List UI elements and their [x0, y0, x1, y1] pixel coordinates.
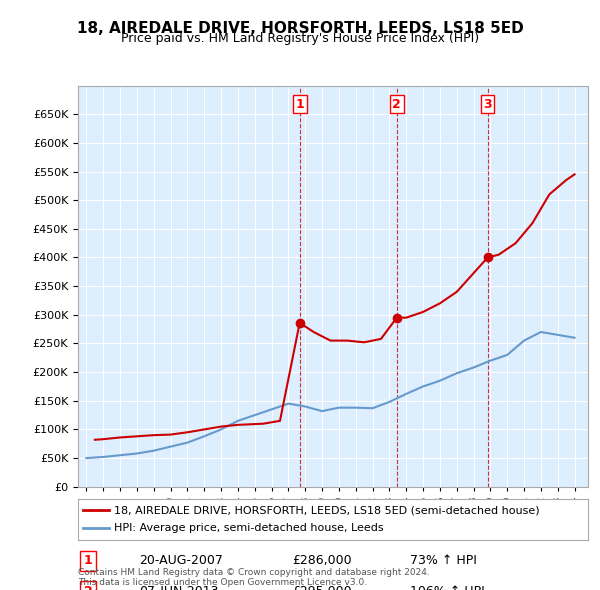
Text: 3: 3 — [484, 97, 492, 110]
Text: 20-AUG-2007: 20-AUG-2007 — [139, 555, 223, 568]
Text: £286,000: £286,000 — [292, 555, 352, 568]
Text: 106% ↑ HPI: 106% ↑ HPI — [409, 585, 484, 590]
Text: 18, AIREDALE DRIVE, HORSFORTH, LEEDS, LS18 5ED: 18, AIREDALE DRIVE, HORSFORTH, LEEDS, LS… — [77, 21, 523, 35]
Text: Contains HM Land Registry data © Crown copyright and database right 2024.
This d: Contains HM Land Registry data © Crown c… — [78, 568, 430, 587]
Text: 1: 1 — [84, 555, 92, 568]
Text: 73% ↑ HPI: 73% ↑ HPI — [409, 555, 476, 568]
Text: 1: 1 — [295, 97, 304, 110]
Text: Price paid vs. HM Land Registry's House Price Index (HPI): Price paid vs. HM Land Registry's House … — [121, 32, 479, 45]
Text: HPI: Average price, semi-detached house, Leeds: HPI: Average price, semi-detached house,… — [114, 523, 383, 533]
Text: £295,000: £295,000 — [292, 585, 352, 590]
Text: 07-JUN-2013: 07-JUN-2013 — [139, 585, 218, 590]
Text: 2: 2 — [392, 97, 401, 110]
Text: 18, AIREDALE DRIVE, HORSFORTH, LEEDS, LS18 5ED (semi-detached house): 18, AIREDALE DRIVE, HORSFORTH, LEEDS, LS… — [114, 505, 539, 515]
Text: 2: 2 — [84, 585, 92, 590]
